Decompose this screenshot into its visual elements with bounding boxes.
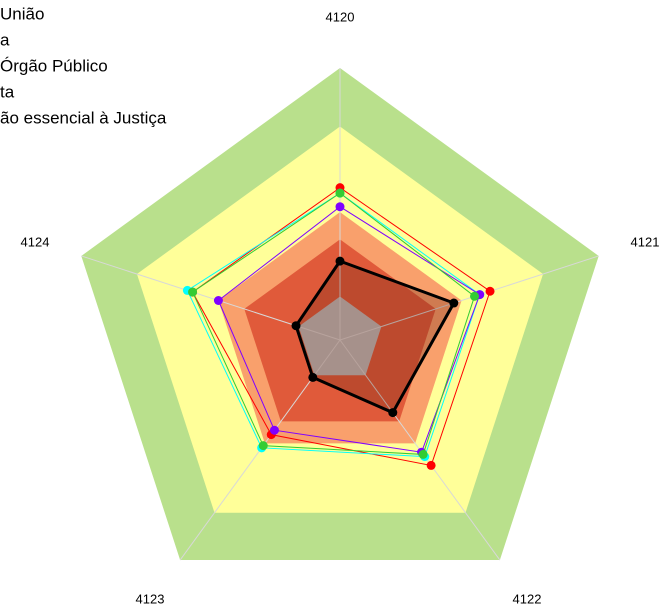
series-line — [186, 192, 481, 458]
legend-label: União — [0, 4, 44, 23]
legend-label: ão essencial à Justiça — [0, 108, 167, 127]
point — [449, 298, 459, 308]
series-line — [294, 259, 456, 415]
point — [188, 287, 198, 297]
point — [335, 188, 345, 198]
legend-label: Órgão Público — [0, 56, 108, 75]
point — [388, 408, 398, 418]
axis-label: 4121 — [631, 234, 660, 249]
spoke — [339, 255, 599, 341]
axis-label: 4120 — [326, 9, 355, 24]
point — [418, 449, 428, 459]
point — [269, 425, 279, 435]
point — [258, 441, 268, 451]
axis-label: 4122 — [513, 591, 542, 606]
point — [308, 372, 318, 382]
legend-label: a — [0, 30, 10, 49]
axis-label: 4123 — [136, 591, 165, 606]
point — [335, 256, 345, 266]
point — [291, 321, 301, 331]
series-line — [191, 192, 476, 455]
axis-label: 4124 — [21, 234, 50, 249]
point — [485, 286, 495, 296]
legend-label: ta — [0, 82, 15, 101]
series-line — [217, 206, 481, 453]
point — [470, 291, 480, 301]
point — [213, 295, 223, 305]
point — [335, 202, 345, 212]
point — [426, 460, 436, 470]
